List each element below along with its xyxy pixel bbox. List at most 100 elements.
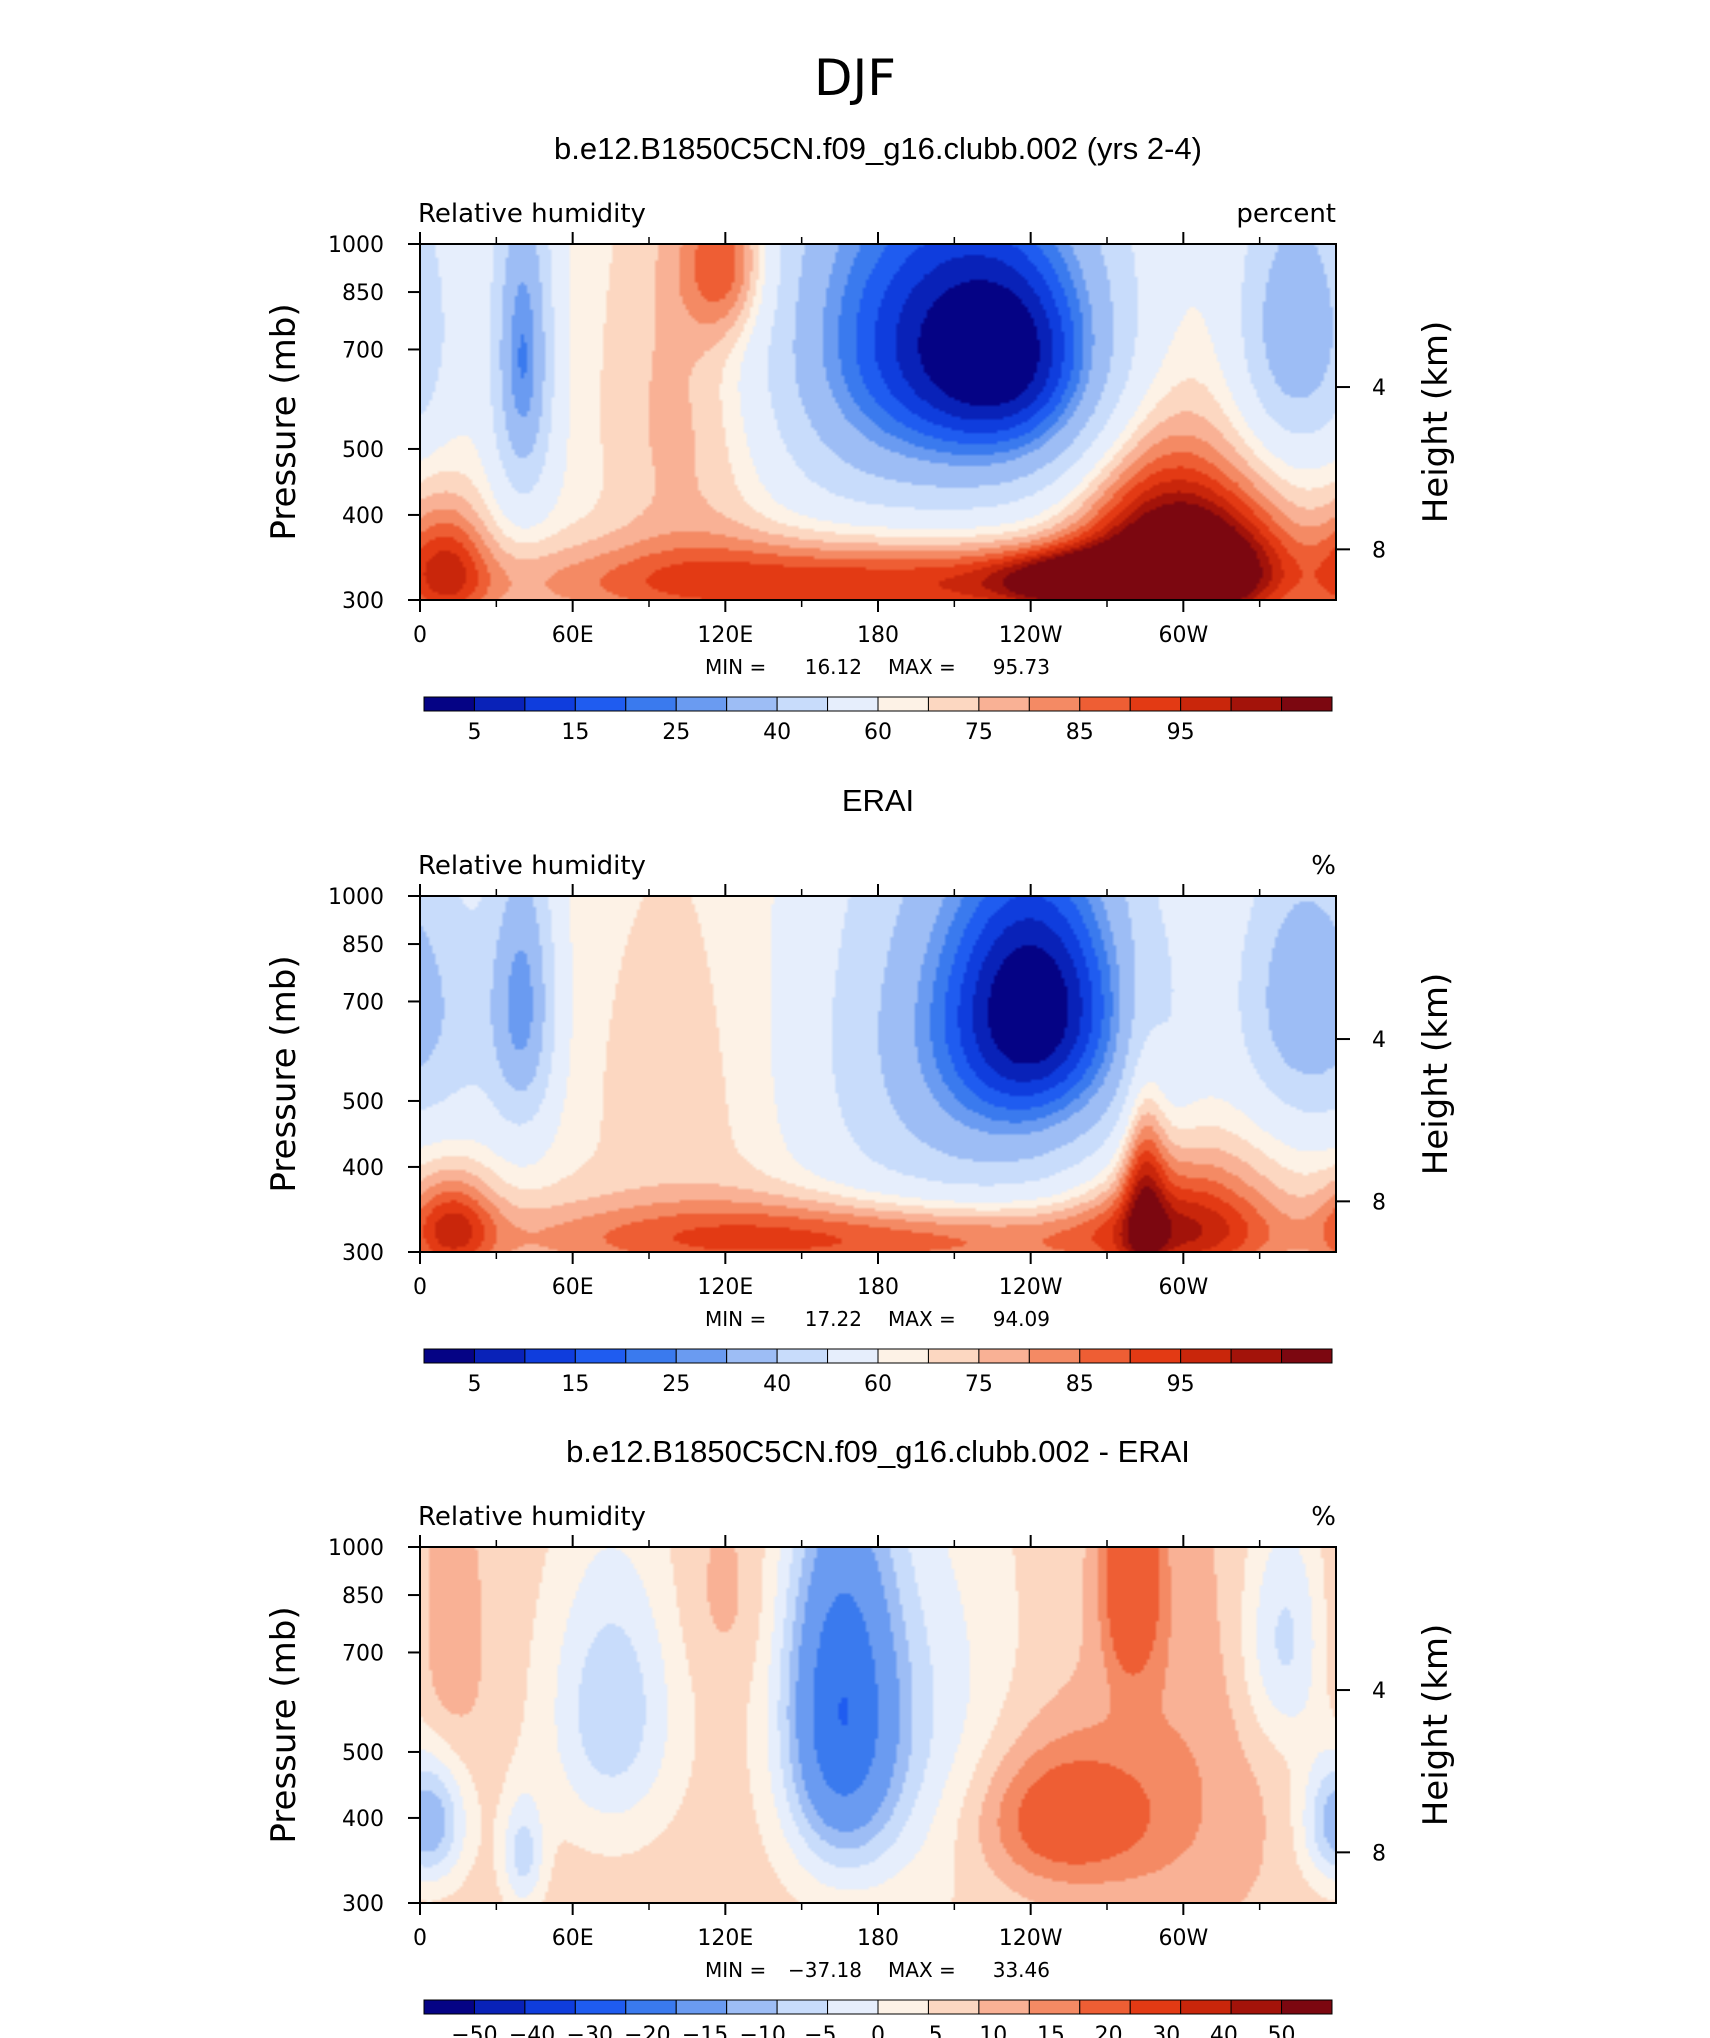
y-tick-label: 700 xyxy=(342,990,384,1015)
y-right-tick-label: 4 xyxy=(1372,1679,1386,1704)
colorbar-box xyxy=(927,1999,980,2015)
colorbar-label: −10 xyxy=(739,2023,785,2038)
min-label: MIN = xyxy=(705,655,766,679)
figure-title: DJF xyxy=(814,49,896,107)
y-axis-title: Pressure (mb) xyxy=(264,955,304,1192)
colorbar-box xyxy=(524,1999,576,2015)
x-tick-label: 0 xyxy=(413,1275,427,1300)
y-tick-label: 850 xyxy=(342,933,384,958)
colorbar-label: 85 xyxy=(1066,1372,1094,1397)
x-tick-label: 60W xyxy=(1158,1926,1208,1951)
max-value: 94.09 xyxy=(993,1307,1050,1331)
y-right-tick-label: 8 xyxy=(1372,1841,1386,1866)
max-value: 33.46 xyxy=(993,1958,1050,1982)
panel-title: ERAI xyxy=(842,783,914,818)
colorbar-box xyxy=(473,696,526,712)
x-tick-label: 60E xyxy=(552,1275,594,1300)
y-right-axis-title: Height (km) xyxy=(1416,321,1456,524)
colorbar-box xyxy=(877,1999,929,2015)
colorbar-label: 95 xyxy=(1167,1372,1195,1397)
colorbar-label: 40 xyxy=(763,1372,791,1397)
colorbar-box xyxy=(423,1348,475,1364)
panel-model: b.e12.B1850C5CN.f09_g16.clubb.002 (yrs 2… xyxy=(264,131,1456,745)
colorbar-box xyxy=(1180,1999,1232,2015)
colorbar-label: 40 xyxy=(763,720,791,745)
max-label: MAX = xyxy=(888,1958,956,1982)
colorbar-box xyxy=(1079,1348,1131,1364)
colorbar-box xyxy=(625,1999,677,2015)
colorbar-box xyxy=(574,1348,627,1364)
min-value: 16.12 xyxy=(805,655,862,679)
y-right-tick-label: 4 xyxy=(1372,1028,1386,1053)
contour-field xyxy=(420,896,1336,1252)
colorbar-label: −5 xyxy=(804,2023,836,2038)
colorbar-label: 15 xyxy=(561,720,589,745)
colorbar-box xyxy=(877,1348,929,1364)
x-tick-label: 120E xyxy=(697,1926,753,1951)
y-right-axis-title: Height (km) xyxy=(1416,1624,1456,1827)
colorbar-label: 30 xyxy=(1152,2023,1180,2038)
colorbar-label: 5 xyxy=(467,1372,481,1397)
left-string: Relative humidity xyxy=(418,1502,646,1532)
colorbar-label: 60 xyxy=(864,1372,892,1397)
colorbar-box xyxy=(776,1348,829,1364)
min-value: −37.18 xyxy=(788,1958,862,1982)
colorbar-label: 25 xyxy=(662,720,690,745)
colorbar-label: 75 xyxy=(965,1372,993,1397)
colorbar-box xyxy=(1180,696,1232,712)
colorbar-box xyxy=(1230,696,1283,712)
y-tick-label: 300 xyxy=(342,589,384,614)
colorbar-box xyxy=(978,1999,1030,2015)
colorbar-box xyxy=(574,1999,627,2015)
panel-title: b.e12.B1850C5CN.f09_g16.clubb.002 (yrs 2… xyxy=(554,131,1202,166)
colorbar-box xyxy=(675,1348,728,1364)
x-tick-label: 120W xyxy=(999,623,1063,648)
x-tick-label: 180 xyxy=(857,623,899,648)
colorbar-box xyxy=(726,696,778,712)
x-tick-label: 120E xyxy=(697,1275,753,1300)
colorbar-box xyxy=(1180,1348,1232,1364)
x-tick-label: 180 xyxy=(857,1926,899,1951)
colorbar-label: 50 xyxy=(1268,2023,1296,2038)
contour-field xyxy=(420,1547,1336,1903)
colorbar-box xyxy=(1281,696,1333,712)
left-string: Relative humidity xyxy=(418,851,646,881)
x-tick-label: 60E xyxy=(552,623,594,648)
right-string: % xyxy=(1311,851,1336,881)
colorbar-box xyxy=(1230,1999,1283,2015)
colorbar-box xyxy=(927,696,980,712)
colorbar-label: 20 xyxy=(1095,2023,1123,2038)
y-axis-title: Pressure (mb) xyxy=(264,303,304,540)
y-tick-label: 300 xyxy=(342,1892,384,1917)
x-tick-label: 180 xyxy=(857,1275,899,1300)
colorbar-label: −30 xyxy=(567,2023,613,2038)
colorbar-box xyxy=(524,1348,576,1364)
y-tick-label: 1000 xyxy=(328,1536,384,1561)
y-tick-label: 400 xyxy=(342,1156,384,1181)
min-label: MIN = xyxy=(705,1307,766,1331)
colorbar-box xyxy=(1230,1348,1283,1364)
colorbar-box xyxy=(1129,1999,1182,2015)
y-right-tick-label: 8 xyxy=(1372,1190,1386,1215)
colorbar-box xyxy=(675,1999,728,2015)
y-tick-label: 850 xyxy=(342,281,384,306)
colorbar-label: 75 xyxy=(965,720,993,745)
colorbar-box xyxy=(827,1348,879,1364)
colorbar-box xyxy=(1129,696,1182,712)
colorbar-label: −15 xyxy=(682,2023,728,2038)
y-right-tick-label: 8 xyxy=(1372,538,1386,563)
colorbar-box xyxy=(473,1999,526,2015)
colorbar-label: −50 xyxy=(451,2023,497,2038)
colorbar-label: −20 xyxy=(624,2023,670,2038)
colorbar-box xyxy=(776,1999,829,2015)
colorbar-box xyxy=(1129,1348,1182,1364)
colorbar-box xyxy=(1079,696,1131,712)
colorbar-label: 5 xyxy=(929,2023,943,2038)
colorbar-box xyxy=(827,696,879,712)
x-tick-label: 60W xyxy=(1158,1275,1208,1300)
max-label: MAX = xyxy=(888,655,956,679)
colorbar-label: 85 xyxy=(1066,720,1094,745)
colorbar-label: 60 xyxy=(864,720,892,745)
